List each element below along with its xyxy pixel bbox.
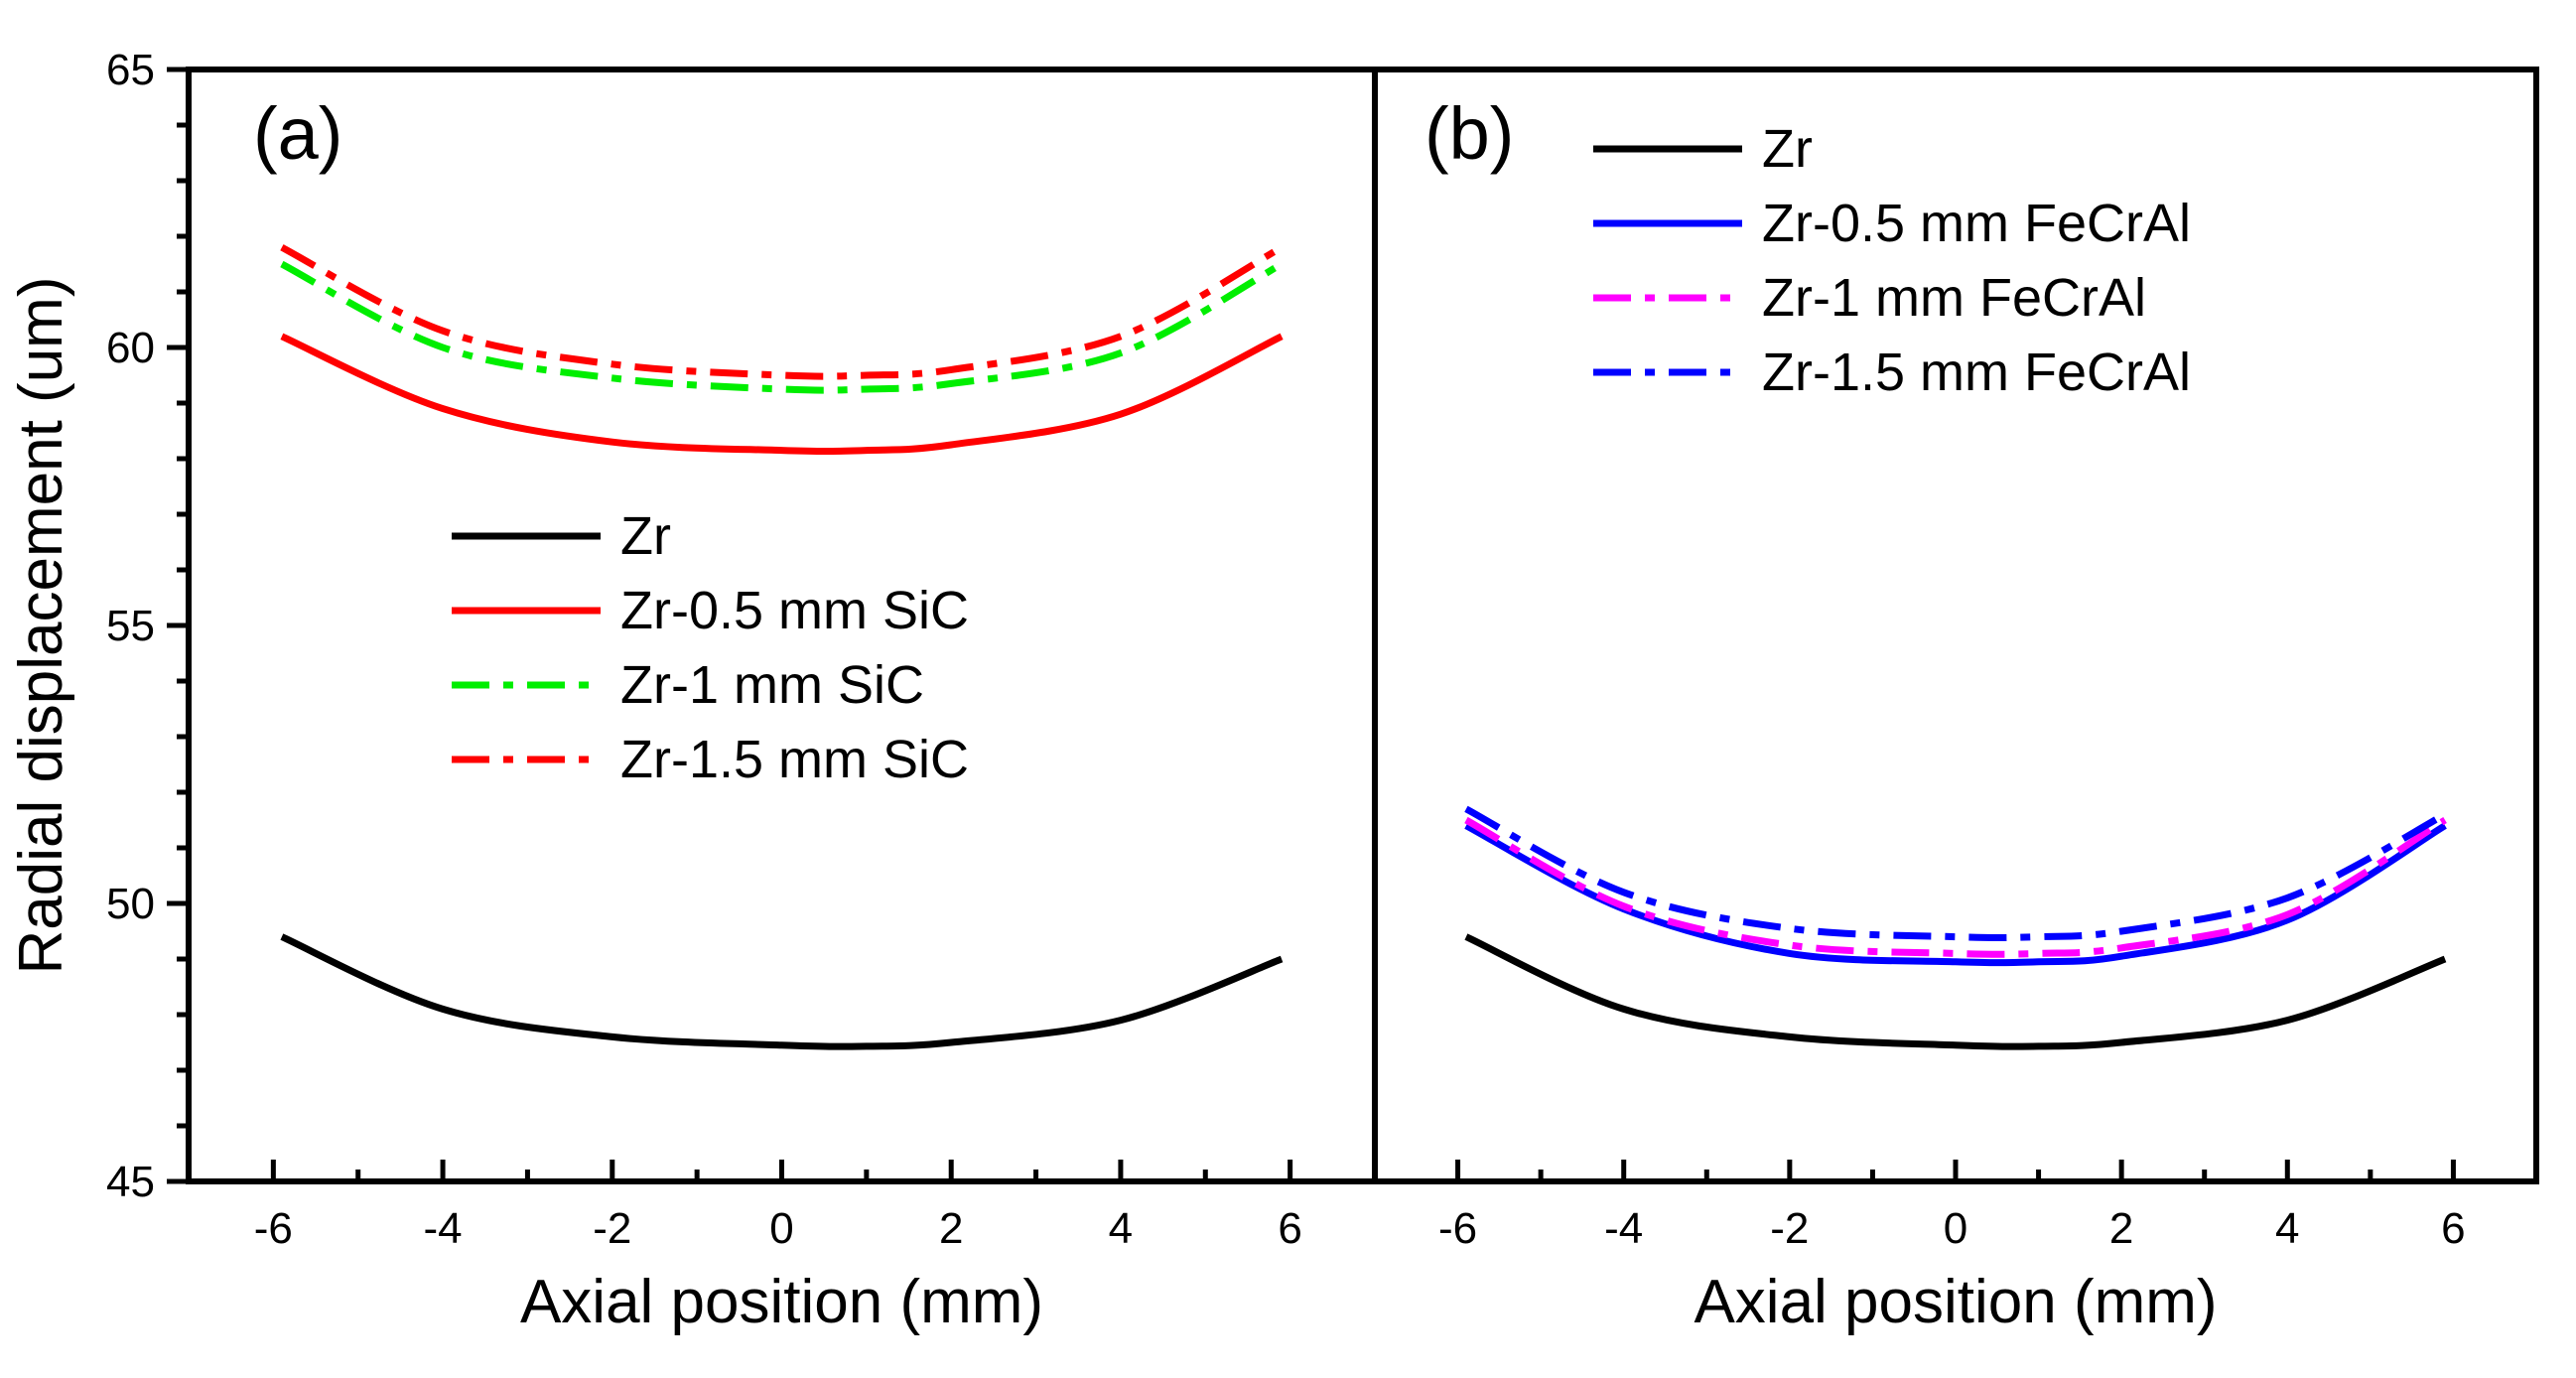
x-tick-label: 0: [1944, 1204, 1967, 1253]
x-tick-label: 6: [2441, 1204, 2465, 1253]
legend-entry-label: Zr-1 mm SiC: [620, 655, 924, 715]
legend-entry-label: Zr-0.5 mm SiC: [620, 581, 969, 640]
panel-label: (b): [1424, 92, 1514, 175]
x-tick-label: -6: [254, 1204, 293, 1253]
series-line-0-2: [280, 260, 1284, 394]
x-tick-label: -4: [424, 1204, 463, 1253]
x-tick-label: 0: [769, 1204, 793, 1253]
x-tick-label: -6: [1438, 1204, 1477, 1253]
legend: Zr Zr-0.5 mm FeCrAl Zr-1 mm FeCrAl Zr-1.5 m…: [1593, 119, 2191, 402]
legend-entry-label: Zr-1.5 mm FeCrAl: [1762, 343, 2191, 402]
x-tick-label: 2: [2109, 1204, 2133, 1253]
series-line-0-3: [280, 244, 1284, 380]
y-axis-label: Radial displacement (um): [7, 277, 75, 975]
panel-label: (a): [253, 92, 342, 175]
x-tick-label: -4: [1604, 1204, 1643, 1253]
series-line-0-0: [280, 933, 1284, 1050]
series-line-0-1: [280, 333, 1284, 455]
x-tick-label: 6: [1278, 1204, 1301, 1253]
legend-entry-label: Zr: [1762, 119, 1813, 179]
y-tick-label: 60: [106, 324, 155, 372]
x-axis-label: Axial position (mm): [1694, 1268, 2217, 1336]
y-tick-label: 55: [106, 602, 155, 650]
legend: Zr Zr-0.5 mm SiC Zr-1 mm SiC Zr-1.5 mm SiC: [452, 506, 969, 789]
series-line-1-2: [1464, 816, 2447, 958]
series-line-1-3: [1464, 805, 2447, 941]
axes-layer: [167, 67, 2539, 1184]
x-tick-label: 4: [2275, 1204, 2299, 1253]
x-tick-label: -2: [593, 1204, 631, 1253]
x-tick-label: -2: [1770, 1204, 1809, 1253]
series-line-1-0: [1464, 933, 2447, 1050]
y-tick-label: 45: [106, 1158, 155, 1206]
legend-entry-label: Zr: [620, 506, 671, 566]
y-tick-label: 50: [106, 880, 155, 928]
legend-entry-label: Zr-0.5 mm FeCrAl: [1762, 194, 2191, 253]
x-tick-label: 4: [1109, 1204, 1133, 1253]
legend-entry-label: Zr-1 mm FeCrAl: [1762, 268, 2146, 328]
x-tick-label: 2: [939, 1204, 963, 1253]
x-axis-label: Axial position (mm): [520, 1268, 1043, 1336]
y-tick-label: 65: [106, 46, 155, 94]
legend-entry-label: Zr-1.5 mm SiC: [620, 730, 969, 789]
